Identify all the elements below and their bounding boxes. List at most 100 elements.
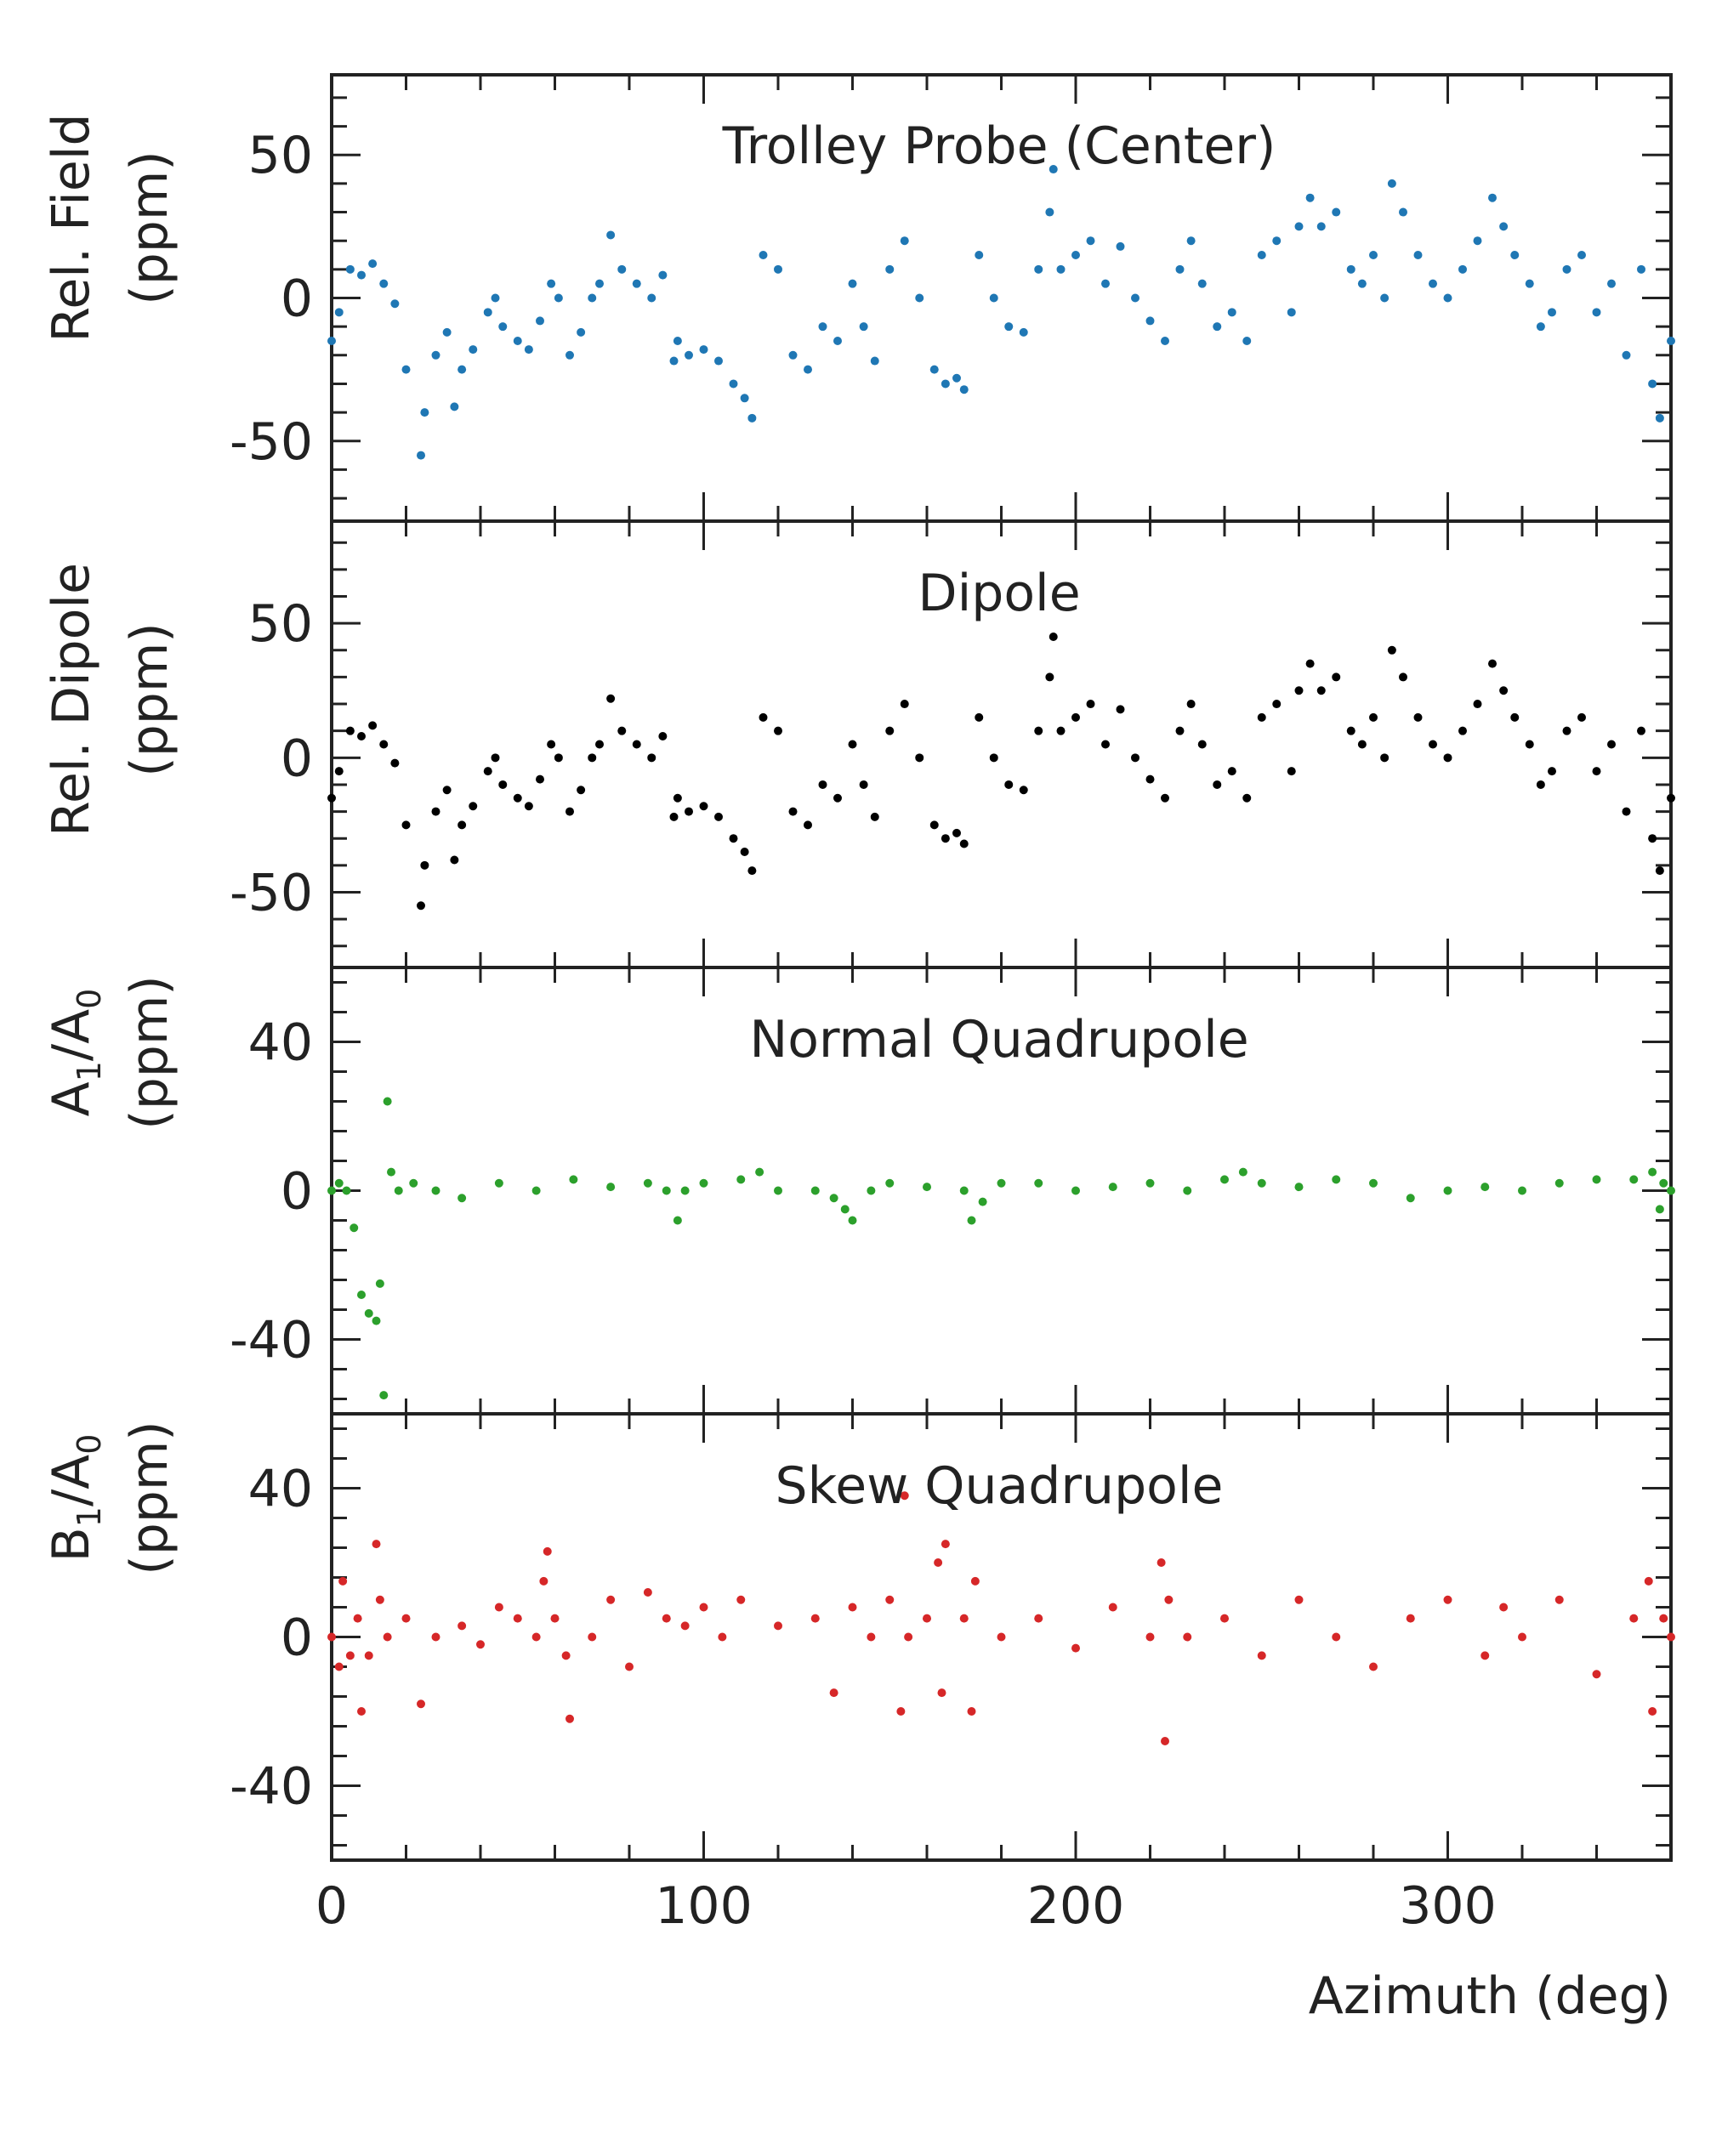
data-point bbox=[685, 350, 693, 360]
data-point bbox=[483, 767, 492, 776]
data-point bbox=[1164, 1595, 1174, 1604]
data-point bbox=[379, 1391, 389, 1400]
data-point bbox=[547, 279, 556, 288]
data-point bbox=[1399, 207, 1407, 217]
data-point bbox=[368, 721, 378, 730]
data-point bbox=[431, 1186, 440, 1195]
data-point bbox=[923, 1614, 931, 1623]
data-point bbox=[1548, 767, 1556, 776]
data-point bbox=[833, 336, 842, 345]
data-point bbox=[1518, 1632, 1526, 1642]
data-point bbox=[469, 345, 478, 355]
data-point bbox=[1056, 264, 1066, 274]
data-point bbox=[941, 1540, 950, 1549]
data-point bbox=[643, 1178, 652, 1188]
data-point bbox=[1305, 659, 1315, 668]
data-point bbox=[547, 740, 556, 749]
data-point bbox=[1443, 293, 1452, 303]
y-axis-unit: (ppm) bbox=[120, 1421, 179, 1574]
data-point bbox=[647, 753, 656, 763]
data-point bbox=[383, 1632, 392, 1642]
data-point bbox=[409, 1178, 418, 1188]
data-point bbox=[1157, 1558, 1166, 1567]
y-tick-label: -40 bbox=[230, 1311, 313, 1370]
data-point bbox=[342, 1186, 351, 1195]
data-point bbox=[1004, 322, 1014, 332]
data-point bbox=[327, 793, 336, 803]
data-point bbox=[1086, 236, 1095, 246]
data-point bbox=[1667, 1632, 1675, 1642]
data-point bbox=[788, 350, 798, 360]
data-point bbox=[1637, 726, 1645, 735]
data-point bbox=[401, 1614, 411, 1623]
data-point bbox=[539, 1576, 548, 1586]
data-point bbox=[673, 336, 682, 345]
data-point bbox=[1458, 264, 1467, 274]
data-point bbox=[1387, 645, 1396, 655]
data-point bbox=[1316, 222, 1326, 231]
data-point bbox=[1272, 700, 1282, 709]
data-point bbox=[387, 1167, 395, 1177]
data-point bbox=[1655, 413, 1664, 423]
data-point bbox=[588, 753, 597, 763]
panel-title: Skew Quadrupole bbox=[776, 1456, 1224, 1516]
x-axis-label: Azimuth (deg) bbox=[1309, 1966, 1671, 2026]
data-point bbox=[1197, 740, 1207, 749]
data-point bbox=[859, 322, 868, 332]
data-point bbox=[417, 451, 425, 460]
y-axis-label: A1/A0 bbox=[42, 989, 108, 1117]
data-point bbox=[647, 293, 656, 303]
data-point bbox=[1458, 726, 1467, 735]
data-point bbox=[457, 365, 467, 374]
data-point bbox=[420, 860, 429, 870]
data-point bbox=[1525, 740, 1534, 749]
data-point bbox=[714, 356, 723, 366]
data-point bbox=[959, 839, 969, 848]
data-point bbox=[736, 1175, 746, 1184]
data-point bbox=[1667, 793, 1675, 803]
data-point bbox=[1227, 767, 1236, 776]
data-point bbox=[1131, 753, 1139, 763]
data-point bbox=[810, 1186, 820, 1195]
data-point bbox=[1637, 264, 1645, 274]
data-point bbox=[569, 1175, 578, 1184]
data-point bbox=[669, 356, 679, 366]
data-point bbox=[1554, 1595, 1564, 1604]
data-point bbox=[680, 1186, 690, 1195]
y-axis-label: B1/A0 bbox=[42, 1434, 108, 1563]
data-point bbox=[1622, 350, 1631, 360]
data-point bbox=[338, 1576, 348, 1586]
data-point bbox=[357, 732, 366, 741]
data-point bbox=[1480, 1651, 1490, 1660]
data-point bbox=[1116, 241, 1125, 251]
data-point bbox=[498, 322, 508, 332]
data-point bbox=[379, 740, 389, 749]
data-point bbox=[632, 279, 641, 288]
data-point bbox=[577, 327, 586, 337]
panel-normal-quadrupole: 40 0 -40 Normal Quadrupole A1/A0 (ppm) bbox=[42, 966, 1675, 1416]
data-point bbox=[1220, 1175, 1229, 1184]
data-point bbox=[804, 820, 812, 830]
data-point bbox=[1227, 308, 1236, 317]
data-point bbox=[1186, 236, 1196, 246]
data-point bbox=[1369, 251, 1378, 260]
data-point bbox=[1443, 753, 1452, 763]
data-point bbox=[561, 1651, 571, 1660]
data-point bbox=[1369, 712, 1378, 722]
data-point bbox=[450, 402, 459, 411]
data-point bbox=[643, 1588, 652, 1597]
data-point bbox=[774, 264, 782, 274]
data-point bbox=[1101, 279, 1110, 288]
data-point bbox=[617, 264, 627, 274]
data-point bbox=[588, 1632, 597, 1642]
data-point bbox=[476, 1640, 485, 1649]
data-point bbox=[1659, 1178, 1668, 1188]
data-point bbox=[1116, 705, 1125, 714]
y-tick-label: 0 bbox=[281, 1608, 313, 1668]
data-point bbox=[699, 1178, 708, 1188]
panel-title: Normal Quadrupole bbox=[749, 1010, 1248, 1069]
data-point bbox=[1499, 1603, 1509, 1612]
y-tick-label: 0 bbox=[281, 1162, 313, 1222]
data-point bbox=[1305, 193, 1315, 202]
data-point bbox=[1242, 336, 1252, 345]
